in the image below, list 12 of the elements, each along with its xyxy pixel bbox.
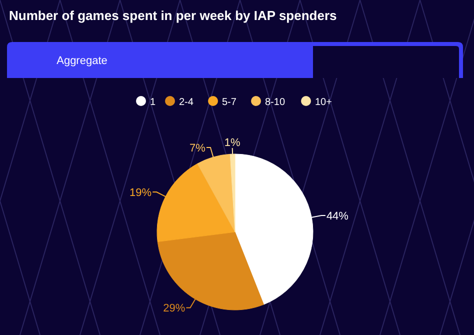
data-label: 19% [130,187,152,200]
legend-label: 1 [150,97,156,108]
legend-label: 8-10 [265,97,286,108]
data-label: 1% [224,137,241,150]
legend-label: 5-7 [222,97,237,108]
text: Aggregate [56,55,108,67]
legend-label: 10+ [315,97,332,108]
data-label: 29% [163,302,186,315]
data-label: 7% [190,142,206,154]
chart-title: Number of games spent in per week by IAP spenders [9,8,337,23]
legend-label: 2-4 [179,97,194,108]
data-label: 44% [326,210,349,223]
